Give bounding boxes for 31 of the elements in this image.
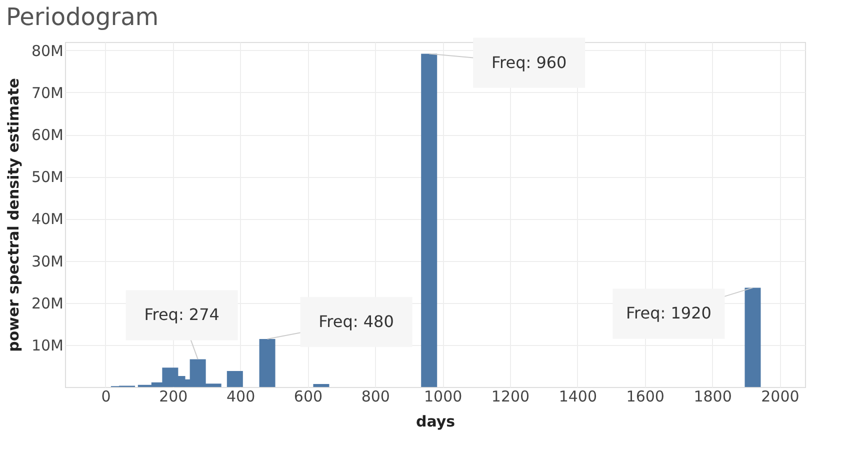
x-tick-label: 2000 [761, 388, 800, 406]
y-tick-label: 10M [31, 336, 64, 354]
x-tick-label: 200 [159, 388, 188, 406]
bar [313, 384, 330, 387]
y-tick-label: 70M [31, 84, 64, 102]
y-tick-label: 20M [31, 294, 64, 312]
bar [226, 371, 243, 387]
y-tick-label: 50M [31, 168, 64, 186]
annotation: Freq: 274 [144, 305, 220, 324]
chart-title: Periodogram [6, 2, 159, 31]
x-axis-title: days [416, 412, 456, 430]
y-tick-label: 80M [31, 42, 64, 60]
x-tick-label: 800 [361, 388, 390, 406]
x-tick-label: 1200 [491, 388, 530, 406]
x-tick-label: 1800 [694, 388, 732, 406]
y-tick-label: 60M [31, 126, 64, 144]
annotation: Freq: 960 [491, 52, 567, 72]
x-tick-label: 400 [226, 388, 256, 406]
x-tick-label: 1600 [626, 388, 664, 406]
y-tick-label: 40M [31, 210, 64, 228]
bar [744, 288, 761, 387]
x-tick-label: 600 [294, 388, 323, 406]
annotation: Freq: 480 [318, 312, 394, 332]
bar [421, 54, 438, 387]
annotation: Freq: 1920 [626, 304, 712, 323]
bar [259, 339, 276, 387]
y-tick-label: 30M [31, 252, 64, 270]
x-tick-label: 1400 [558, 388, 598, 406]
y-axis-title: power spectral density estimate [4, 78, 22, 352]
x-tick-label: 0 [101, 388, 111, 406]
x-tick-label: 1000 [424, 388, 462, 406]
